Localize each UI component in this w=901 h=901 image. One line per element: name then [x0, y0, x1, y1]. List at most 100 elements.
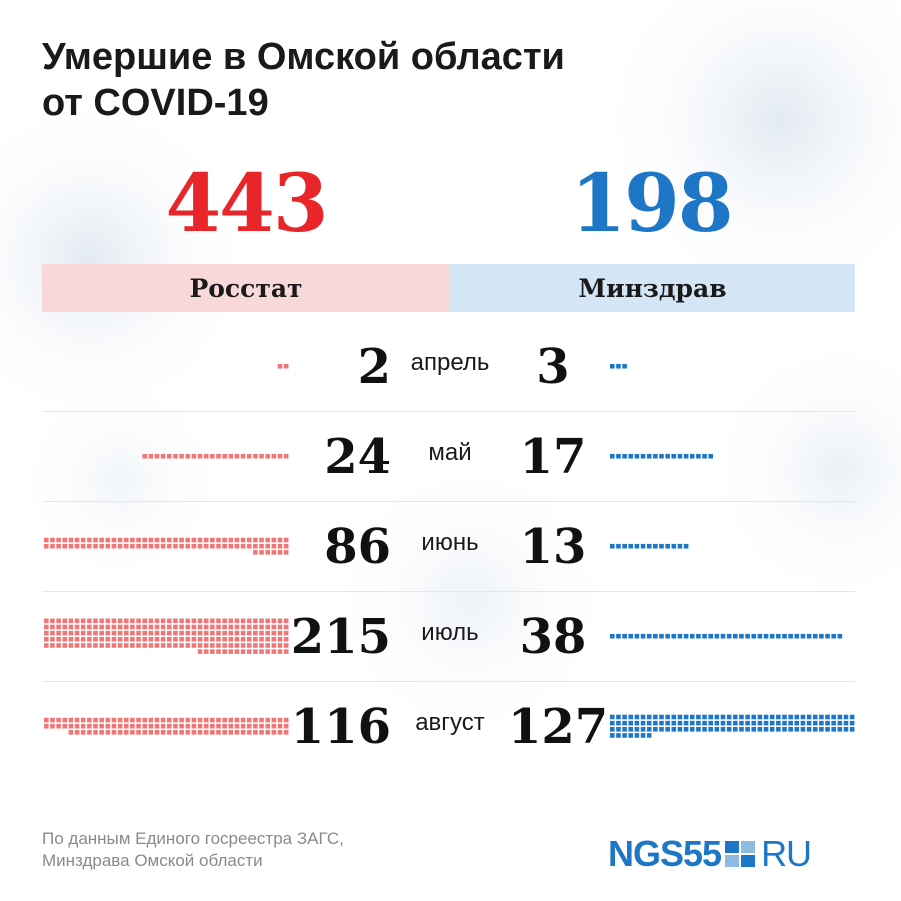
- rosstat-unit-mark: [93, 624, 98, 630]
- rosstat-unit-mark: [246, 717, 252, 723]
- rosstat-unit-mark: [228, 717, 234, 723]
- rosstat-unit-mark: [197, 730, 203, 735]
- rosstat-unit-mark: [197, 624, 203, 630]
- rosstat-unit-mark: [154, 637, 160, 642]
- minzdrav-unit-mark: [640, 727, 646, 732]
- rosstat-unit-mark: [68, 543, 74, 549]
- minzdrav-unit-mark: [646, 714, 652, 720]
- minzdrav-unit-mark: [677, 720, 683, 726]
- minzdrav-unit-mark: [622, 453, 627, 459]
- row-divider: [42, 501, 855, 502]
- rosstat-unit-mark: [191, 624, 197, 630]
- minzdrav-unit-mark: [646, 733, 652, 738]
- rosstat-unit-mark: [173, 723, 178, 729]
- ngs55-logo[interactable]: NGS55 RU: [608, 833, 812, 874]
- minzdrav-unit-mark: [843, 714, 849, 720]
- rosstat-unit-mark: [99, 723, 104, 729]
- minzdrav-unit-mark: [653, 727, 658, 732]
- rosstat-unit-mark: [271, 543, 277, 549]
- rosstat-unit-mark: [228, 649, 234, 654]
- rosstat-unit-mark: [277, 537, 283, 543]
- minzdrav-unit-mark: [800, 727, 806, 732]
- minzdrav-unit-mark: [745, 633, 750, 639]
- minzdrav-unit-mark: [751, 727, 757, 732]
- minzdrav-unit-mark: [677, 714, 683, 720]
- rosstat-unit-mark: [234, 637, 240, 642]
- rosstat-unit-mark: [234, 453, 240, 459]
- rosstat-unit-mark: [265, 618, 270, 624]
- minzdrav-unit-mark: [819, 633, 824, 639]
- minzdrav-unit-mark: [843, 727, 849, 732]
- rosstat-unit-mark: [222, 543, 227, 549]
- rosstat-unit-mark: [197, 717, 203, 723]
- minzdrav-unit-mark: [837, 633, 843, 639]
- minzdrav-unit-mark: [763, 727, 769, 732]
- rosstat-unit-mark: [234, 618, 240, 624]
- rosstat-unit-mark: [160, 637, 166, 642]
- rosstat-unit-mark: [265, 543, 270, 549]
- month-label: август: [415, 709, 485, 736]
- rosstat-unit-mark: [93, 643, 98, 648]
- rosstat-unit-mark: [216, 649, 221, 654]
- rosstat-unit-mark: [197, 649, 203, 654]
- rosstat-unit-mark: [87, 624, 92, 630]
- rosstat-unit-mark: [203, 723, 209, 729]
- rosstat-unit-mark: [111, 624, 117, 630]
- rosstat-unit-mark: [271, 453, 277, 459]
- rosstat-unit-mark: [203, 649, 209, 654]
- rosstat-unit-mark: [228, 537, 234, 543]
- rosstat-unit-mark: [259, 537, 264, 543]
- rosstat-unit-mark: [160, 618, 166, 624]
- rosstat-unit-mark: [56, 637, 61, 642]
- rosstat-unit-mark: [259, 723, 264, 729]
- rosstat-unit-mark: [222, 453, 227, 459]
- minzdrav-unit-mark: [708, 453, 713, 459]
- rosstat-unit-mark: [87, 537, 92, 543]
- minzdrav-unit-mark: [671, 543, 677, 549]
- source-note-line-2: Минздрава Омской области: [42, 851, 263, 870]
- minzdrav-unit-mark: [689, 727, 695, 732]
- rosstat-unit-mark: [197, 630, 203, 636]
- rosstat-unit-mark: [74, 730, 80, 735]
- rosstat-unit-mark: [50, 543, 55, 549]
- rosstat-unit-mark: [271, 730, 277, 735]
- rosstat-unit-mark: [93, 723, 98, 729]
- rosstat-unit-mark: [253, 543, 258, 549]
- rosstat-unit-mark: [246, 723, 252, 729]
- rosstat-unit-mark: [259, 543, 264, 549]
- rosstat-unit-mark: [173, 717, 178, 723]
- minzdrav-unit-mark: [831, 633, 836, 639]
- minzdrav-unit-mark: [831, 727, 836, 732]
- month-row: 86 июнь 13: [0, 502, 901, 592]
- rosstat-unit-mark: [271, 618, 277, 624]
- rosstat-unit-mark: [62, 637, 68, 642]
- rosstat-unit-mark: [277, 618, 283, 624]
- rosstat-unit-mark: [111, 543, 117, 549]
- minzdrav-unit-mark: [812, 633, 818, 639]
- rosstat-unit-mark: [210, 637, 215, 642]
- rosstat-unit-mark: [222, 723, 227, 729]
- rosstat-unit-mark: [173, 453, 178, 459]
- rosstat-unit-mark: [160, 624, 166, 630]
- minzdrav-unit-mark: [739, 714, 744, 720]
- rosstat-unit-mark: [154, 453, 160, 459]
- rosstat-unit-mark: [99, 537, 104, 543]
- rosstat-unit-mark: [283, 643, 289, 648]
- minzdrav-unit-mark: [640, 453, 646, 459]
- rosstat-unit-mark: [234, 723, 240, 729]
- minzdrav-unit-mark: [622, 363, 627, 369]
- minzdrav-unit-mark: [683, 720, 689, 726]
- rosstat-unit-mark: [234, 543, 240, 549]
- minzdrav-unit-mark: [745, 727, 750, 732]
- minzdrav-unit-mark: [837, 714, 843, 720]
- rosstat-unit-mark: [265, 550, 270, 555]
- rosstat-unit-mark: [277, 543, 283, 549]
- rosstat-unit-mark: [240, 543, 246, 549]
- rosstat-unit-mark: [160, 453, 166, 459]
- minzdrav-unit-mark: [726, 727, 732, 732]
- minzdrav-unit-mark: [714, 727, 720, 732]
- minzdrav-unit-mark: [745, 714, 750, 720]
- rosstat-unit-mark: [197, 543, 203, 549]
- rosstat-unit-mark: [222, 537, 227, 543]
